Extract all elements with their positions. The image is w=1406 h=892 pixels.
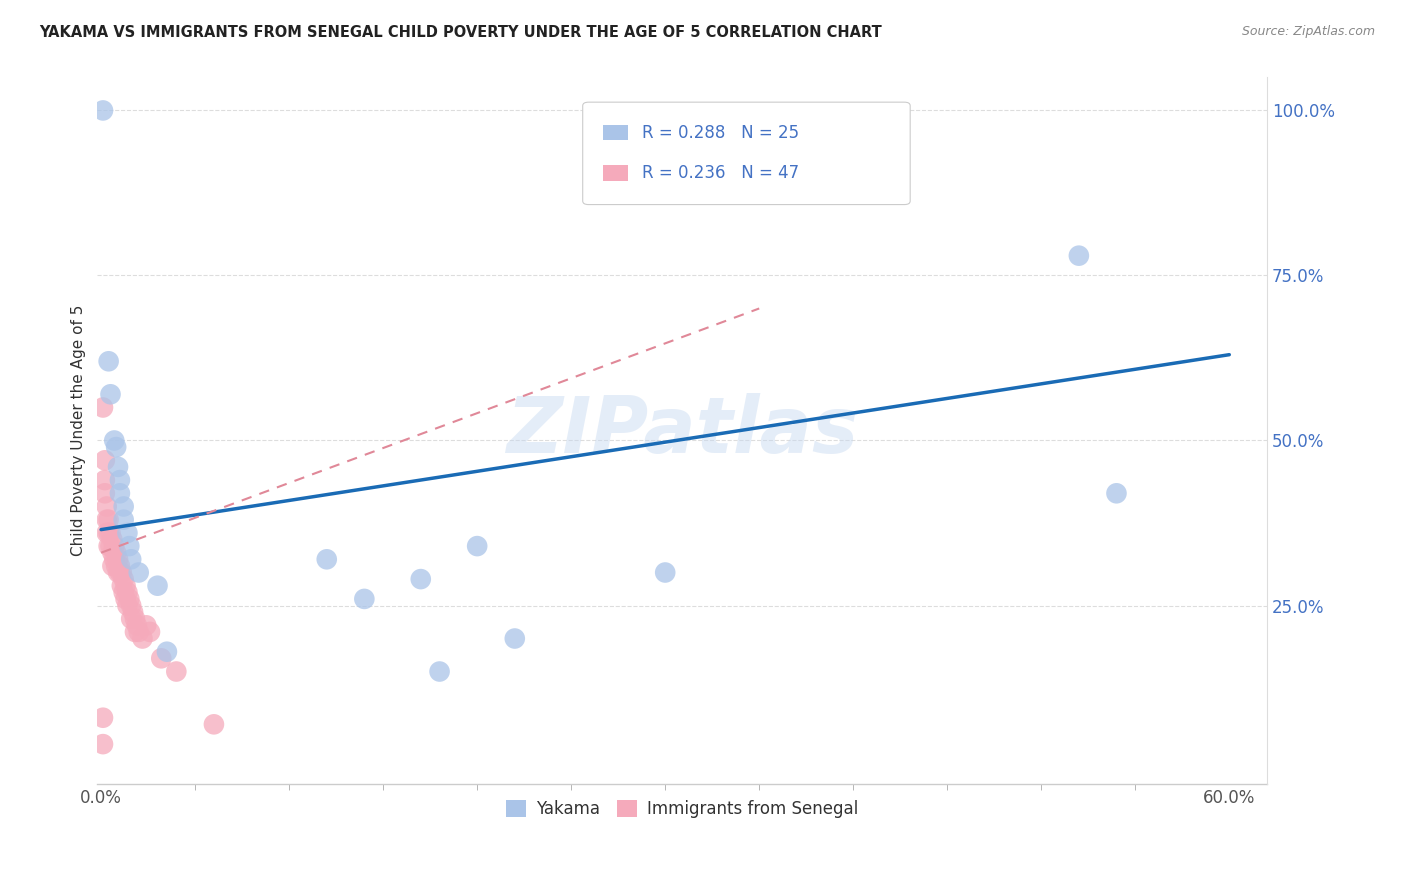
Point	[107, 566, 129, 580]
Point	[112, 500, 135, 514]
FancyBboxPatch shape	[603, 125, 628, 140]
Point	[91, 737, 114, 751]
Point	[108, 473, 131, 487]
Point	[114, 591, 136, 606]
Point	[100, 525, 122, 540]
Point	[120, 612, 142, 626]
Point	[112, 585, 135, 599]
Point	[156, 645, 179, 659]
Point	[105, 440, 128, 454]
Point	[103, 434, 125, 448]
Point	[103, 539, 125, 553]
Text: YAKAMA VS IMMIGRANTS FROM SENEGAL CHILD POVERTY UNDER THE AGE OF 5 CORRELATION C: YAKAMA VS IMMIGRANTS FROM SENEGAL CHILD …	[39, 25, 882, 40]
Point	[112, 513, 135, 527]
Point	[124, 624, 146, 639]
Point	[150, 651, 173, 665]
Point	[107, 459, 129, 474]
Point	[124, 612, 146, 626]
Point	[96, 513, 118, 527]
Point	[105, 546, 128, 560]
Y-axis label: Child Poverty Under the Age of 5: Child Poverty Under the Age of 5	[72, 305, 86, 557]
Point	[91, 401, 114, 415]
Point	[429, 665, 451, 679]
FancyBboxPatch shape	[603, 165, 628, 180]
Point	[108, 486, 131, 500]
Point	[96, 500, 118, 514]
Point	[94, 453, 117, 467]
Point	[101, 533, 124, 547]
Point	[97, 525, 120, 540]
Text: ZIPatlas: ZIPatlas	[506, 392, 858, 468]
Point	[94, 473, 117, 487]
Point	[1067, 249, 1090, 263]
Point	[117, 585, 139, 599]
Point	[120, 599, 142, 613]
Point	[105, 558, 128, 573]
Text: R = 0.288   N = 25: R = 0.288 N = 25	[643, 123, 800, 142]
Point	[91, 711, 114, 725]
Point	[111, 579, 134, 593]
Point	[103, 552, 125, 566]
Point	[111, 566, 134, 580]
Point	[135, 618, 157, 632]
Point	[96, 525, 118, 540]
Point	[100, 539, 122, 553]
Point	[97, 513, 120, 527]
Point	[118, 591, 141, 606]
Point	[100, 387, 122, 401]
Point	[503, 632, 526, 646]
Text: R = 0.236   N = 47: R = 0.236 N = 47	[643, 164, 800, 182]
Point	[654, 566, 676, 580]
Point	[94, 486, 117, 500]
Point	[117, 599, 139, 613]
Point	[128, 566, 150, 580]
Point	[125, 618, 148, 632]
Point	[409, 572, 432, 586]
Point	[107, 552, 129, 566]
Point	[117, 525, 139, 540]
Point	[118, 539, 141, 553]
Point	[202, 717, 225, 731]
Point	[146, 579, 169, 593]
Point	[91, 103, 114, 118]
Point	[465, 539, 488, 553]
Point	[1105, 486, 1128, 500]
Point	[128, 624, 150, 639]
Legend: Yakama, Immigrants from Senegal: Yakama, Immigrants from Senegal	[499, 793, 865, 825]
Point	[97, 354, 120, 368]
Text: Source: ZipAtlas.com: Source: ZipAtlas.com	[1241, 25, 1375, 38]
Point	[131, 632, 153, 646]
Point	[315, 552, 337, 566]
Point	[114, 579, 136, 593]
Point	[353, 591, 375, 606]
FancyBboxPatch shape	[582, 103, 910, 204]
Point	[112, 572, 135, 586]
Point	[101, 546, 124, 560]
Point	[108, 558, 131, 573]
Point	[101, 558, 124, 573]
Point	[139, 624, 162, 639]
Point	[165, 665, 187, 679]
Point	[120, 552, 142, 566]
Point	[122, 605, 145, 619]
Point	[108, 566, 131, 580]
Point	[97, 539, 120, 553]
